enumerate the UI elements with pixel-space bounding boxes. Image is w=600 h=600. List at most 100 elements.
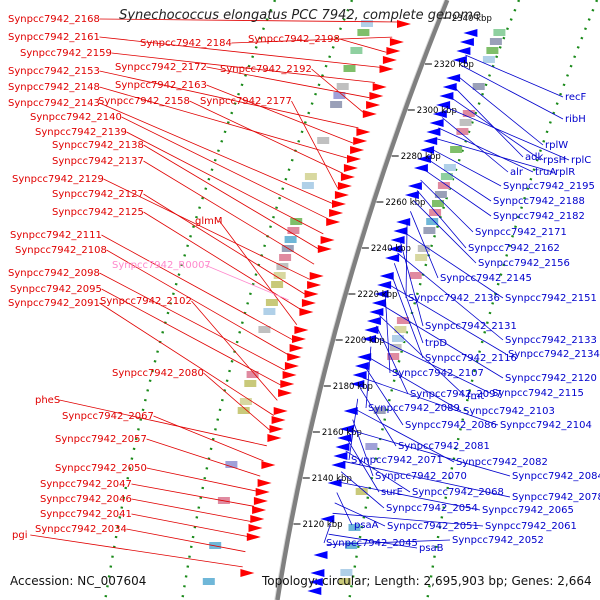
forward-leader-line (126, 131, 324, 235)
forward-gene-arrow (382, 56, 397, 64)
reverse-gene-label: rplR (555, 167, 575, 178)
forward-gene-label: Synpcc7942_2198 (248, 34, 340, 45)
reverse-gene-arrow (364, 326, 379, 334)
reverse-leader-line (343, 460, 511, 498)
forward-gene-arrow (255, 488, 270, 496)
reverse-leader-line (323, 523, 331, 544)
reverse-leader-line (326, 539, 451, 545)
forward-gene-arrow (353, 137, 368, 145)
cog-block (209, 542, 222, 549)
forward-gene-arrow (248, 524, 263, 532)
tick-label: 2180 kbp (333, 382, 373, 392)
forward-gene-label: Synpcc7942_2108 (15, 245, 107, 256)
forward-leader-line (121, 116, 329, 220)
reverse-leader-line (400, 242, 424, 327)
reverse-gene-label: Synpcc7942_2171 (475, 227, 567, 238)
forward-leader-line (99, 272, 285, 371)
reverse-gene-label: Synpcc7942_2136 (408, 293, 500, 304)
forward-gene-arrow (356, 128, 371, 136)
tick-label: 2220 kbp (357, 290, 397, 300)
forward-gene-label: Synpcc7942_2159 (20, 48, 112, 59)
cog-block (263, 308, 276, 315)
map-title: Synechococcus elongatus PCC 7942, comple… (119, 8, 481, 23)
reverse-leader-line (367, 356, 462, 412)
reverse-gene-label: psaB (419, 543, 444, 554)
reverse-gene-label: psaA (354, 520, 379, 531)
cog-block (338, 578, 351, 585)
reverse-leader-line (334, 502, 386, 527)
reverse-gene-arrow (459, 38, 474, 46)
reverse-leader-line (430, 148, 502, 187)
reverse-gene-arrow (337, 434, 352, 442)
reverse-leader-line (403, 231, 504, 299)
reverse-leader-line (445, 106, 570, 161)
reverse-leader-line (453, 86, 524, 158)
forward-leader-line (131, 483, 255, 507)
cog-block (486, 47, 499, 54)
forward-gene-label: Synpcc7942_2153 (8, 66, 100, 77)
reverse-leader-line (427, 158, 492, 202)
reverse-gene-label: Synpcc7942_2134 (508, 349, 600, 360)
forward-gene-arrow (280, 380, 295, 388)
tick-label: 2340 kbp (452, 14, 492, 24)
forward-gene-arrow (337, 182, 352, 190)
forward-gene-label: Synpcc7942_2168 (8, 14, 100, 25)
forward-leader-line (101, 288, 282, 386)
forward-leader-line (99, 86, 349, 159)
cog-block (462, 110, 475, 117)
forward-gene-arrow (301, 299, 316, 307)
reverse-leader-line (365, 346, 372, 409)
forward-gene-label: Synpcc7942_2091 (8, 298, 100, 309)
forward-leader-line (99, 102, 333, 204)
forward-gene-arrow (261, 461, 276, 469)
forward-leader-line (143, 193, 306, 295)
reverse-gene-arrow (387, 245, 402, 253)
forward-gene-arrow (250, 515, 265, 523)
forward-gene-arrow (246, 533, 261, 541)
reverse-gene-arrow (308, 578, 323, 586)
cog-block (225, 461, 238, 468)
reverse-gene-arrow (377, 281, 392, 289)
forward-gene-arrow (362, 110, 377, 118)
cog-block (493, 29, 506, 36)
cog-block (432, 200, 444, 207)
forward-gene-arrow (320, 236, 335, 244)
forward-gene-label: Synpcc7942_2139 (35, 127, 127, 138)
forward-gene-label: Synpcc7942_2129 (12, 174, 104, 185)
forward-gene-label: Synpcc7942_2047 (40, 479, 132, 490)
cog-block (330, 101, 343, 108)
forward-leader-line (311, 68, 365, 114)
cog-block (345, 542, 358, 549)
tick-label: 2240 kbp (371, 244, 411, 254)
reverse-gene-label: Synpcc7942_2070 (375, 471, 467, 482)
forward-leader-line (101, 234, 293, 341)
forward-gene-arrow (329, 209, 344, 217)
reverse-gene-arrow (310, 569, 325, 577)
cog-block (340, 569, 353, 576)
tick-label: 2280 kbp (401, 152, 441, 162)
reverse-gene-label: trpD (425, 338, 447, 349)
reverse-gene-label: Synpcc7942_2162 (468, 243, 560, 254)
forward-gene-label: Synpcc7942_2080 (112, 368, 204, 379)
reverse-gene-label: Synpcc7942_2104 (500, 420, 592, 431)
forward-gene-label: Synpcc7942_2057 (55, 434, 147, 445)
reverse-gene-label: Synpcc7942_2089 (368, 403, 460, 414)
tick-label: 2120 kbp (303, 520, 343, 530)
reverse-leader-line (365, 367, 404, 426)
reverse-gene-label: Synpcc7942_2061 (485, 521, 577, 532)
reverse-gene-arrow (339, 425, 354, 433)
rna-gene-label: Synpcc7942_R0007 (112, 260, 211, 271)
forward-gene-arrow (343, 164, 358, 172)
reverse-gene-label: truA (535, 167, 556, 178)
reverse-gene-arrow (393, 227, 408, 235)
forward-gene-label: Synpcc7942_2125 (52, 207, 144, 218)
forward-gene-label: Synpcc7942_2102 (100, 296, 192, 307)
cog-block (301, 182, 314, 189)
reverse-gene-arrow (429, 119, 444, 127)
reverse-leader-line (347, 440, 380, 493)
cog-block (271, 281, 284, 288)
reverse-leader-line (376, 325, 409, 395)
reverse-gene-arrow (366, 317, 381, 325)
reverse-gene-arrow (396, 218, 411, 226)
